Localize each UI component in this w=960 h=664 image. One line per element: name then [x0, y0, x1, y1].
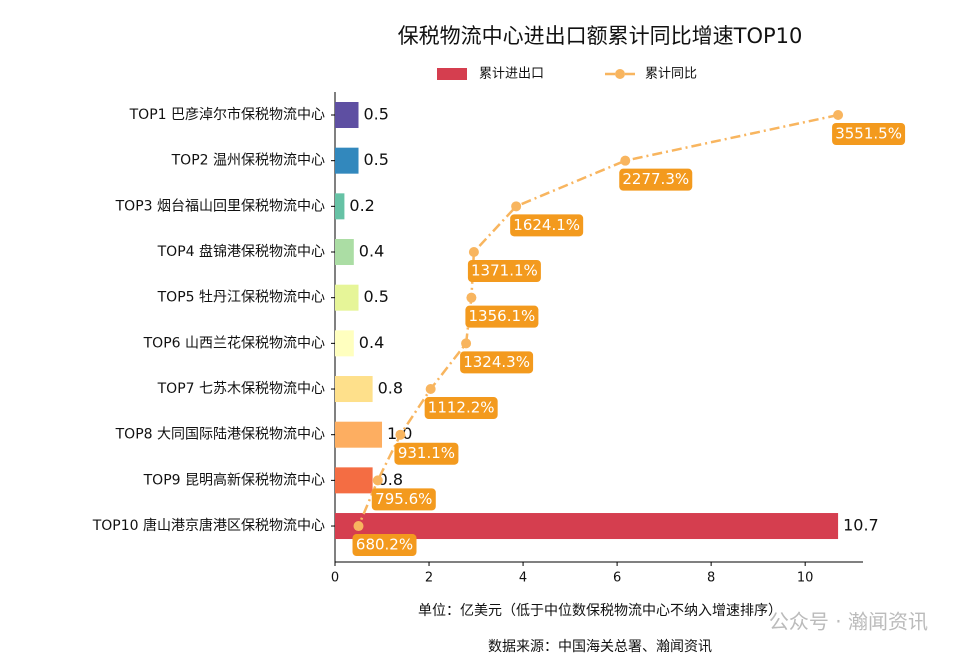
x-tick-label: 8	[707, 571, 715, 586]
label-box	[467, 260, 541, 283]
bar-value-label: 0.5	[364, 150, 389, 169]
bar-value-label: 0.4	[359, 242, 384, 261]
label-box	[510, 214, 584, 237]
bar	[335, 284, 359, 311]
y-tick-label: TOP3 烟台福山回里保税物流中心	[115, 198, 325, 214]
watermark: 公众号 · 瀚闻资讯	[769, 610, 928, 634]
label-box	[832, 123, 906, 145]
label-box	[460, 351, 534, 374]
chart-title: 保税物流中心进出口额累计同比增速TOP10	[398, 24, 803, 48]
y-tick-label: TOP10 唐山港京唐港区保税物流中心	[92, 517, 325, 534]
line-point	[425, 384, 436, 395]
line-point	[353, 521, 364, 532]
x-tick-label: 4	[519, 571, 527, 586]
line-point	[395, 429, 406, 440]
label-box	[619, 168, 693, 191]
x-axis-label: 单位：亿美元（低于中位数保税物流中心不纳入增速排序）	[418, 603, 782, 619]
line-point	[511, 201, 522, 212]
label-box	[465, 305, 539, 328]
bar	[335, 193, 345, 220]
x-tick-label: 10	[797, 571, 814, 586]
bar	[335, 239, 354, 266]
line-value-label: 1624.1%	[513, 216, 580, 234]
y-tick-label: TOP7 七苏木保税物流中心	[157, 381, 325, 397]
x-tick-label: 2	[425, 571, 433, 586]
bar	[335, 102, 359, 128]
y-tick-label: TOP4 盘锦港保税物流中心	[157, 243, 325, 260]
bar	[335, 147, 359, 174]
y-tick-label: TOP6 山西兰花保税物流中心	[143, 335, 325, 351]
line-point	[620, 155, 631, 166]
legend-swatch	[615, 69, 625, 79]
line-value-label: 1324.3%	[463, 353, 530, 371]
line-value-label: 2277.3%	[622, 170, 689, 188]
y-tick-label: TOP5 牡丹江保税物流中心	[157, 290, 325, 306]
line-point	[833, 110, 844, 120]
source: 数据来源：中国海关总署、瀚闻资讯	[488, 639, 712, 655]
line-point	[461, 338, 472, 349]
bar	[335, 330, 354, 357]
x-tick-label: 0	[331, 571, 339, 586]
line-value-label: 1371.1%	[471, 262, 538, 280]
y-tick-label: TOP9 昆明高新保税物流中心	[143, 471, 325, 488]
bar-value-label: 10.7	[843, 516, 879, 535]
line-point	[466, 292, 477, 303]
y-tick-label: TOP1 巴彦淖尔市保税物流中心	[129, 106, 325, 123]
bar	[335, 513, 839, 540]
legend-swatch	[437, 68, 467, 80]
bar	[335, 376, 373, 403]
label-box	[371, 488, 436, 511]
legend-label: 累计同比	[645, 67, 697, 82]
bar-value-label: 0.5	[364, 287, 389, 306]
bar-value-label: 0.8	[378, 379, 403, 398]
y-tick-label: TOP8 大同国际陆港保税物流中心	[115, 427, 325, 443]
x-tick-label: 6	[613, 571, 621, 586]
line-value-label: 795.6%	[375, 490, 432, 508]
line-point	[372, 475, 383, 486]
bar-value-label: 0.2	[349, 196, 374, 215]
line-value-label: 3551.5%	[835, 125, 902, 143]
line-value-label: 1356.1%	[469, 307, 536, 325]
bar-value-label: 0.8	[378, 470, 403, 489]
label-box	[352, 534, 417, 557]
bar	[335, 421, 383, 448]
line-value-label: 680.2%	[356, 536, 413, 554]
label-box	[424, 397, 498, 420]
y-tick-label: TOP2 温州保税物流中心	[171, 153, 325, 169]
line-point	[468, 247, 479, 258]
legend-label: 累计进出口	[479, 67, 544, 82]
bar-value-label: 0.4	[359, 333, 384, 352]
line-value-label: 1112.2%	[428, 399, 495, 417]
bar	[335, 467, 373, 494]
label-box	[394, 442, 459, 465]
bar-value-label: 0.5	[364, 105, 389, 124]
line-value-label: 931.1%	[398, 444, 455, 462]
